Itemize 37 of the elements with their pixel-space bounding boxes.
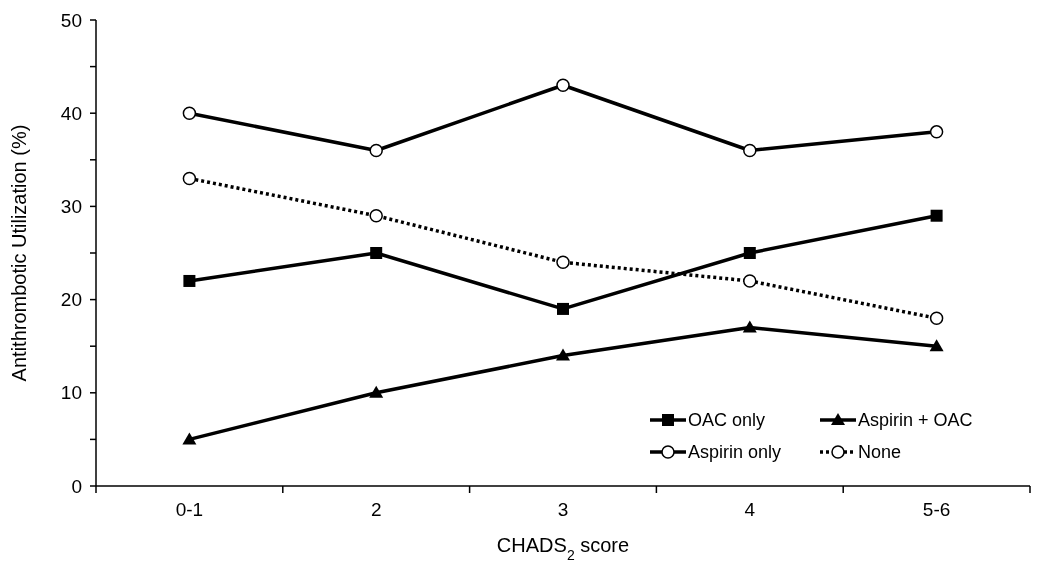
- point: [556, 255, 570, 270]
- x-axis-title: CHADS$_{2}$ score: [496, 534, 630, 563]
- point: [182, 106, 197, 120]
- point: [556, 78, 570, 92]
- point: [929, 125, 944, 139]
- x-tick-label: 4: [744, 499, 756, 520]
- point: [742, 320, 757, 333]
- point: [929, 339, 944, 352]
- point: [183, 274, 196, 287]
- y-axis-title: Antithrombotic Utilization (%): [8, 124, 30, 382]
- point: [557, 302, 569, 315]
- point: [556, 348, 570, 361]
- point: [369, 385, 384, 398]
- legend-label: Aspirin only: [688, 442, 782, 463]
- point: [182, 432, 197, 445]
- point: [929, 311, 944, 325]
- x-tick-label: 0-1: [175, 499, 204, 520]
- legend-label: None: [858, 442, 902, 463]
- point: [370, 247, 383, 259]
- point: [930, 209, 943, 222]
- point: [743, 274, 757, 288]
- point: [743, 143, 757, 158]
- legend-label: OAC only: [688, 410, 766, 431]
- point: [182, 171, 197, 186]
- y-tick-label: 0: [71, 475, 82, 497]
- x-tick-label: 2: [370, 499, 382, 520]
- legend-label: Aspirin + OAC: [858, 410, 973, 431]
- y-tick-label: 50: [60, 9, 82, 31]
- y-tick-label: 20: [60, 289, 82, 311]
- x-tick-label: 3: [557, 499, 569, 520]
- y-tick-label: 30: [60, 196, 82, 218]
- point: [743, 247, 756, 259]
- point: [369, 208, 383, 223]
- point: [369, 143, 383, 158]
- y-tick-label: 40: [60, 102, 82, 124]
- x-tick-label: 5-6: [922, 499, 951, 520]
- y-tick-label: 10: [60, 382, 82, 404]
